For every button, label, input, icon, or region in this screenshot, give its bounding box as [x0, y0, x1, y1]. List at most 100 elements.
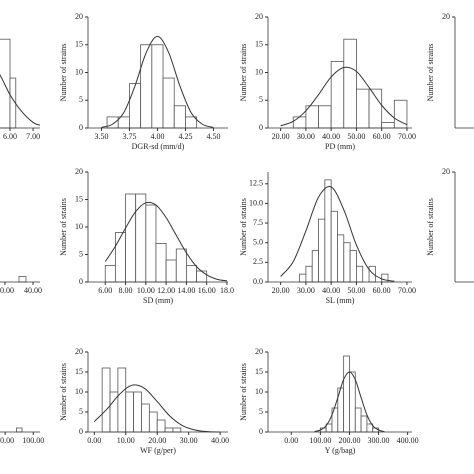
bar	[356, 88, 370, 129]
bar	[354, 407, 362, 433]
x-axis-label: SL (mm)	[326, 296, 355, 305]
y-tick-label: 2.5	[253, 257, 263, 266]
y-tick-label: 15	[255, 40, 263, 49]
bar	[117, 367, 127, 433]
x-axis-label: PD (mm)	[325, 142, 355, 151]
x-axis-label: DGR-sd (mm/d)	[132, 142, 185, 151]
bar	[151, 44, 164, 129]
bar	[129, 83, 142, 129]
bar	[135, 193, 147, 283]
x-axis-label: WF (g/per)	[140, 446, 176, 455]
bar	[196, 270, 208, 283]
bar	[16, 427, 23, 433]
bar	[337, 234, 345, 283]
bar	[343, 242, 351, 283]
x-tick-label: 7.00	[26, 132, 40, 141]
y-axis-label: Number of strains	[59, 44, 68, 102]
x-tick-label: 6.00	[3, 132, 17, 141]
x-tick-label: 3.50	[94, 132, 108, 141]
y-axis-label: Number of strains	[59, 198, 68, 256]
x-tick-label: 70.00	[398, 132, 416, 141]
y-tick-label: 10	[75, 222, 83, 231]
bar	[141, 403, 150, 433]
bar	[145, 204, 157, 283]
bar	[292, 116, 307, 129]
y-tick-label: 20	[75, 167, 83, 176]
x-tick-label: 200.00	[338, 436, 360, 445]
bar	[156, 419, 166, 433]
bar	[162, 77, 175, 129]
bar	[356, 265, 364, 283]
panel: 0.00 100.00 200.00 300.00 400.00 0 5 10 15 20 Y (g…	[239, 347, 419, 455]
x-tick-label: 18.0	[220, 286, 234, 295]
normal-curve	[101, 35, 214, 128]
x-tick-label: 0.00	[284, 436, 298, 445]
x-tick-label: 20.00	[272, 132, 290, 141]
x-tick-label: 6.00	[98, 286, 112, 295]
bar	[175, 248, 187, 283]
bar	[349, 250, 357, 283]
x-tick-label: 100.00	[22, 436, 44, 445]
panel: 50.00 100.00	[0, 427, 44, 445]
y-tick-label: 0	[79, 123, 83, 132]
y-tick-label: 5.0	[253, 238, 263, 247]
bar	[133, 391, 142, 433]
x-tick-label: 60.00	[373, 286, 391, 295]
y-axis-label: Number of strains	[239, 198, 248, 256]
normal-curve	[314, 371, 385, 433]
bar	[343, 38, 357, 129]
y-tick-label: 12.5	[249, 179, 263, 188]
y-axis-label: Number of strains	[426, 198, 435, 256]
y-tick-label: 0	[259, 427, 263, 436]
y-tick-label: 5	[259, 95, 263, 104]
panel: 0.00 10.00 20.00 30.00 40.00 0 5 10 15 20 WF (g/pe…	[59, 347, 229, 455]
x-tick-label: 50.00	[347, 132, 365, 141]
panel: 20 Number of strains	[426, 167, 474, 283]
bar	[140, 44, 153, 129]
normal-curve	[0, 73, 41, 126]
y-tick-label: 0.0	[253, 277, 263, 286]
bar	[125, 391, 135, 433]
x-tick-label: 40.00	[24, 286, 42, 295]
x-tick-label: 30.00	[180, 436, 198, 445]
x-tick-label: 50.00	[0, 436, 14, 445]
bar	[155, 243, 167, 283]
x-tick-label: 8.00	[119, 286, 133, 295]
x-tick-label: 300.00	[368, 436, 390, 445]
bar	[311, 250, 319, 283]
bar	[164, 427, 174, 433]
x-tick-label: 4.50	[206, 132, 220, 141]
x-tick-label: 40.00	[211, 436, 229, 445]
panel: 3.50 3.75 4.00 4.25 4.50 0 5 10 15 20 DGR-sd (mm/d…	[59, 12, 228, 151]
y-tick-label: 20	[255, 347, 263, 356]
bar	[148, 411, 158, 433]
x-tick-label: 0.00	[87, 436, 101, 445]
y-tick-label: 10	[255, 67, 263, 76]
y-tick-label: 15	[75, 194, 83, 203]
x-tick-label: 3.75	[122, 132, 136, 141]
x-tick-label: 70.00	[398, 286, 416, 295]
y-tick-label: 7.5	[253, 218, 263, 227]
x-tick-label: 30.00	[297, 132, 315, 141]
normal-curve	[280, 66, 408, 127]
x-tick-label: 10.00	[137, 286, 155, 295]
y-axis-label: Number of strains	[59, 363, 68, 421]
x-tick-label: 400.00	[397, 436, 419, 445]
bar	[104, 265, 116, 283]
bar	[318, 218, 326, 283]
y-tick-label: 20	[255, 12, 263, 21]
bar	[330, 210, 338, 283]
bar	[324, 179, 332, 283]
bar	[318, 105, 332, 129]
y-axis-label: Number of strains	[239, 363, 248, 421]
bar	[114, 232, 126, 283]
x-tick-label: 50.00	[347, 286, 365, 295]
x-tick-label: 20.00	[272, 286, 290, 295]
bar	[299, 273, 307, 283]
normal-curve	[280, 185, 395, 282]
bar	[101, 367, 111, 433]
y-tick-label: 5	[79, 249, 83, 258]
x-tick-label: 30.00	[297, 286, 315, 295]
panel: 6.00 7.00	[0, 38, 41, 141]
